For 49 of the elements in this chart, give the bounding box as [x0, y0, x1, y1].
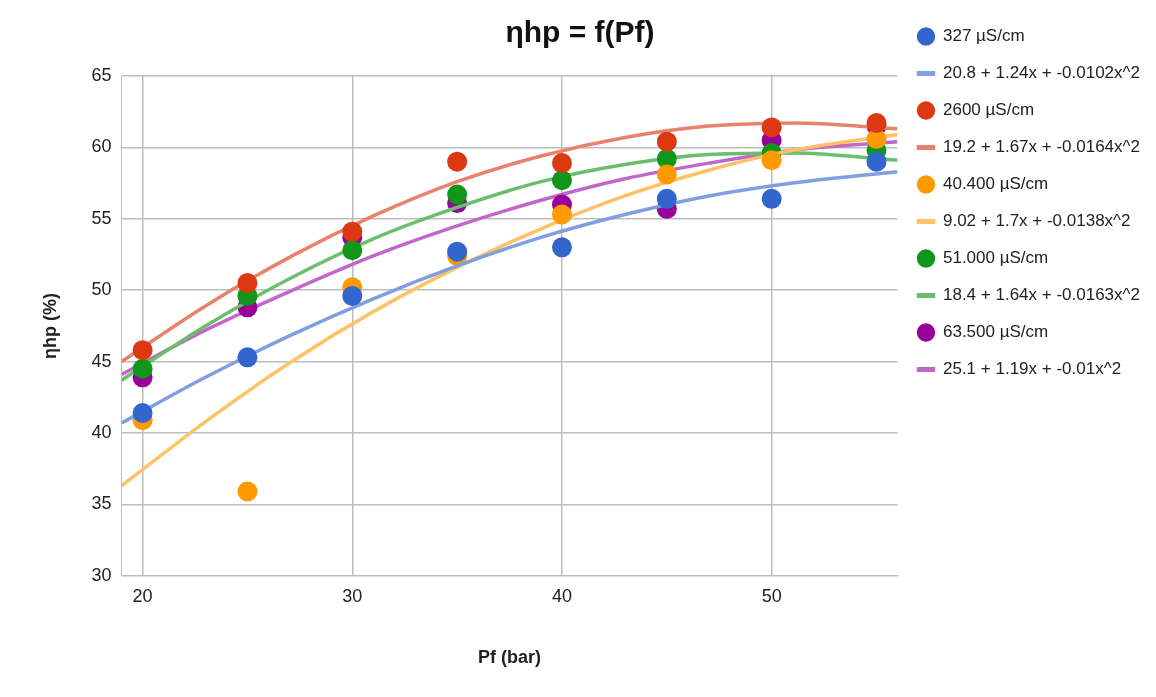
- legend-label: 18.4 + 1.64x + -0.0163x^2: [942, 285, 1140, 305]
- x-tick-label: 50: [761, 585, 782, 606]
- line-series: [121, 132, 898, 488]
- point: [551, 170, 572, 191]
- point: [761, 117, 782, 138]
- y-tick-label: 35: [91, 493, 112, 514]
- legend-label: 51.000 µS/cm: [942, 248, 1049, 268]
- y-tick-label: 40: [91, 421, 112, 442]
- legend-label: 327 µS/cm: [942, 26, 1025, 46]
- point: [132, 403, 153, 424]
- x-tick-label: 40: [551, 585, 572, 606]
- point: [447, 151, 468, 172]
- chart-title: ηhp = f(Pf): [505, 15, 655, 49]
- point: [342, 240, 363, 261]
- x-axis-title: Pf (bar): [478, 647, 542, 668]
- y-tick-label: 45: [91, 350, 112, 371]
- point: [447, 184, 468, 205]
- point: [237, 273, 258, 294]
- point: [237, 481, 258, 502]
- x-tick-label: 20: [132, 585, 153, 606]
- legend-label: 63.500 µS/cm: [942, 322, 1049, 342]
- y-tick-label: 30: [91, 564, 112, 585]
- y-tick-label: 50: [91, 279, 112, 300]
- point: [132, 340, 153, 361]
- point: [656, 188, 677, 209]
- legend-label: 40.400 µS/cm: [942, 174, 1049, 194]
- legend-label: 25.1 + 1.19x + -0.01x^2: [942, 359, 1122, 379]
- point: [342, 285, 363, 306]
- point: [551, 204, 572, 225]
- legend-label: 9.02 + 1.7x + -0.0138x^2: [942, 211, 1131, 231]
- y-tick-label: 55: [91, 207, 112, 228]
- point: [761, 188, 782, 209]
- point: [237, 347, 258, 368]
- y-tick-label: 65: [91, 64, 112, 85]
- point: [132, 358, 153, 379]
- legend-label: 19.2 + 1.67x + -0.0164x^2: [942, 137, 1140, 157]
- point: [551, 153, 572, 174]
- point: [656, 131, 677, 152]
- point: [866, 151, 887, 172]
- point: [342, 221, 363, 242]
- point: [761, 150, 782, 171]
- legend-label: 2600 µS/cm: [942, 100, 1035, 120]
- point: [656, 164, 677, 185]
- line-series: [121, 169, 898, 425]
- legend-label: 20.8 + 1.24x + -0.0102x^2: [942, 63, 1140, 83]
- y-tick-label: 60: [91, 136, 112, 157]
- point: [551, 237, 572, 258]
- x-tick-label: 30: [342, 585, 363, 606]
- y-axis-title: ηhp (%): [39, 292, 60, 359]
